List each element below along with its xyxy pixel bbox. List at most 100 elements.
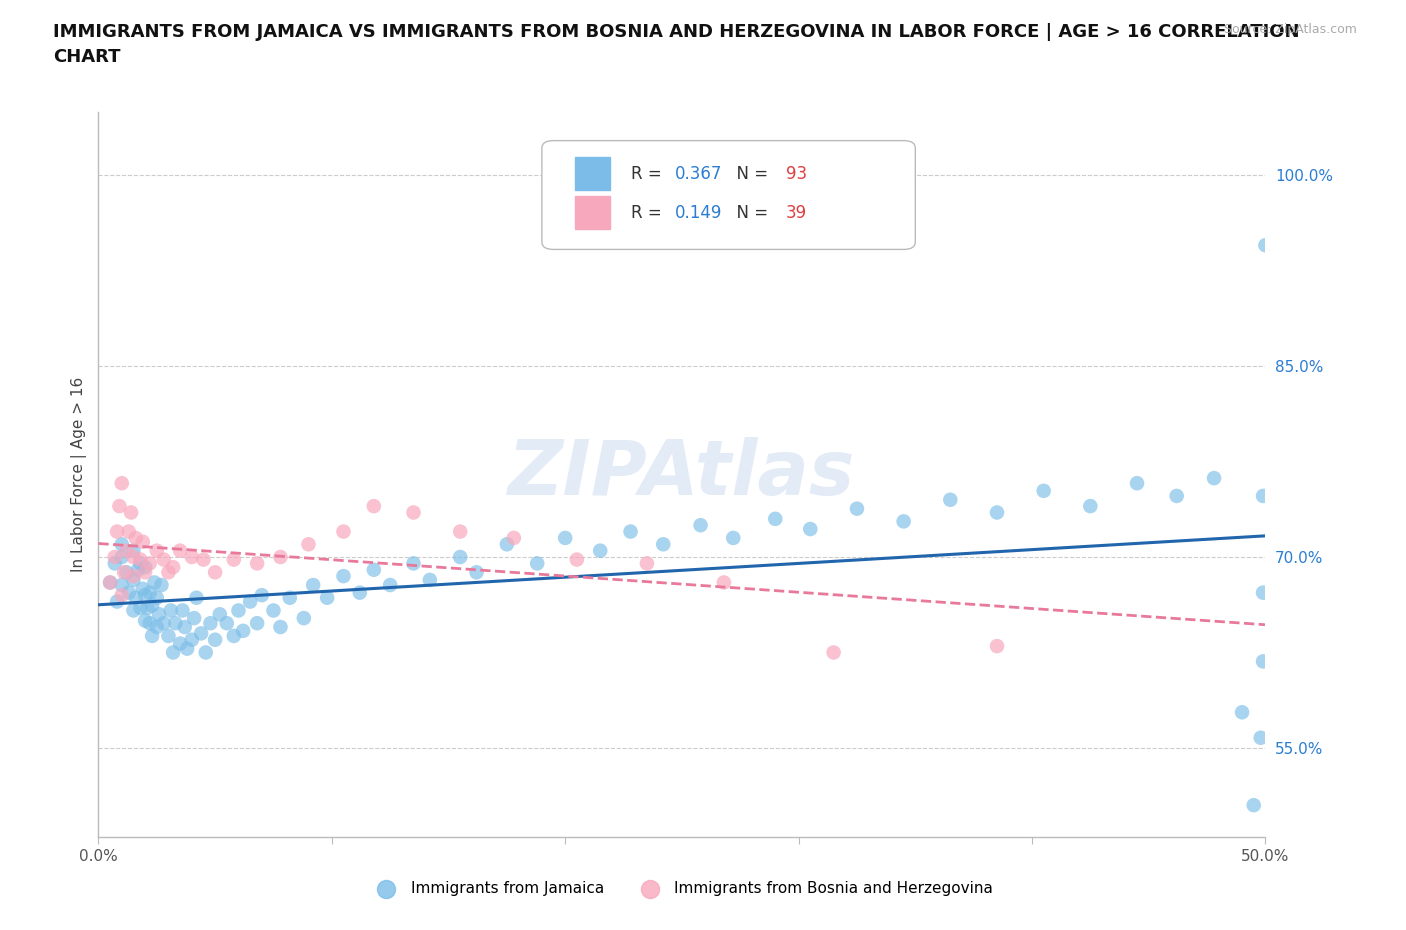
Point [1243,798,1265,813]
Point [146,543,169,558]
Point [200,616,222,631]
Point [122,550,145,565]
Y-axis label: In Labor Force | Age > 16: In Labor Force | Age > 16 [72,377,87,572]
Point [169,636,191,651]
Point [159,603,181,618]
Text: CHART: CHART [53,48,121,66]
Point [349,585,371,600]
FancyBboxPatch shape [541,140,915,249]
Bar [575,196,610,229]
Point [134,560,156,575]
Point [180,550,202,565]
Point [419,573,441,588]
Point [204,565,226,579]
Point [105,525,128,539]
Point [636,556,658,571]
Point [262,603,284,618]
Point [799,522,821,537]
Point [176,641,198,656]
Point [152,616,174,631]
Point [1166,488,1188,503]
Point [402,505,425,520]
Point [363,498,385,513]
Point [162,645,184,660]
Point [1230,705,1253,720]
Text: 39: 39 [786,204,807,221]
Point [157,565,180,579]
Point [269,619,291,634]
Point [689,518,711,533]
Point [122,568,145,583]
Point [127,563,149,578]
Point [222,552,245,567]
Point [152,552,174,567]
Point [122,543,145,558]
Point [316,591,339,605]
Point [232,623,254,638]
Point [129,601,152,616]
Point [169,543,191,558]
Point [1254,238,1277,253]
Text: N =: N = [727,204,773,221]
Point [554,530,576,545]
Point [986,505,1008,520]
Point [122,603,145,618]
Point [111,476,134,491]
Point [332,568,354,583]
Point [1032,484,1054,498]
Point [157,629,180,644]
Point [589,543,612,558]
Point [150,578,173,592]
Point [162,560,184,575]
Point [134,565,156,579]
Point [118,585,141,600]
Point [125,591,148,605]
Point [1251,488,1274,503]
Text: R =: R = [630,204,666,221]
Point [98,575,121,590]
Point [526,556,548,571]
Point [496,537,519,551]
Point [112,565,135,579]
Point [465,565,488,579]
Text: R =: R = [630,165,666,182]
Point [269,550,291,565]
Point [1251,654,1274,669]
Point [173,619,195,634]
Point [194,645,217,660]
Point [139,556,162,571]
Point [129,552,152,567]
Point [208,607,231,622]
Point [143,575,166,590]
Point [250,588,273,603]
Point [98,575,121,590]
Point [502,530,524,545]
Point [652,537,675,551]
Point [763,512,786,526]
Point [222,629,245,644]
Point [939,492,962,507]
Point [1250,730,1272,745]
Point [183,611,205,626]
Point [105,594,128,609]
Point [134,613,156,628]
Point [108,498,131,513]
Point [619,525,641,539]
Point [139,585,162,600]
Point [146,591,169,605]
Point [111,588,134,603]
Point [302,578,325,592]
Point [111,537,134,551]
Text: IMMIGRANTS FROM JAMAICA VS IMMIGRANTS FROM BOSNIA AND HERZEGOVINA IN LABOR FORCE: IMMIGRANTS FROM JAMAICA VS IMMIGRANTS FR… [53,23,1301,41]
Point [139,616,162,631]
Legend: Immigrants from Jamaica, Immigrants from Bosnia and Herzegovina: Immigrants from Jamaica, Immigrants from… [364,875,1000,902]
Point [204,632,226,647]
Point [104,550,127,565]
Point [111,578,134,592]
Point [893,514,915,529]
Point [1080,498,1102,513]
Point [129,556,152,571]
Point [823,645,845,660]
Point [297,537,319,551]
Point [402,556,425,571]
